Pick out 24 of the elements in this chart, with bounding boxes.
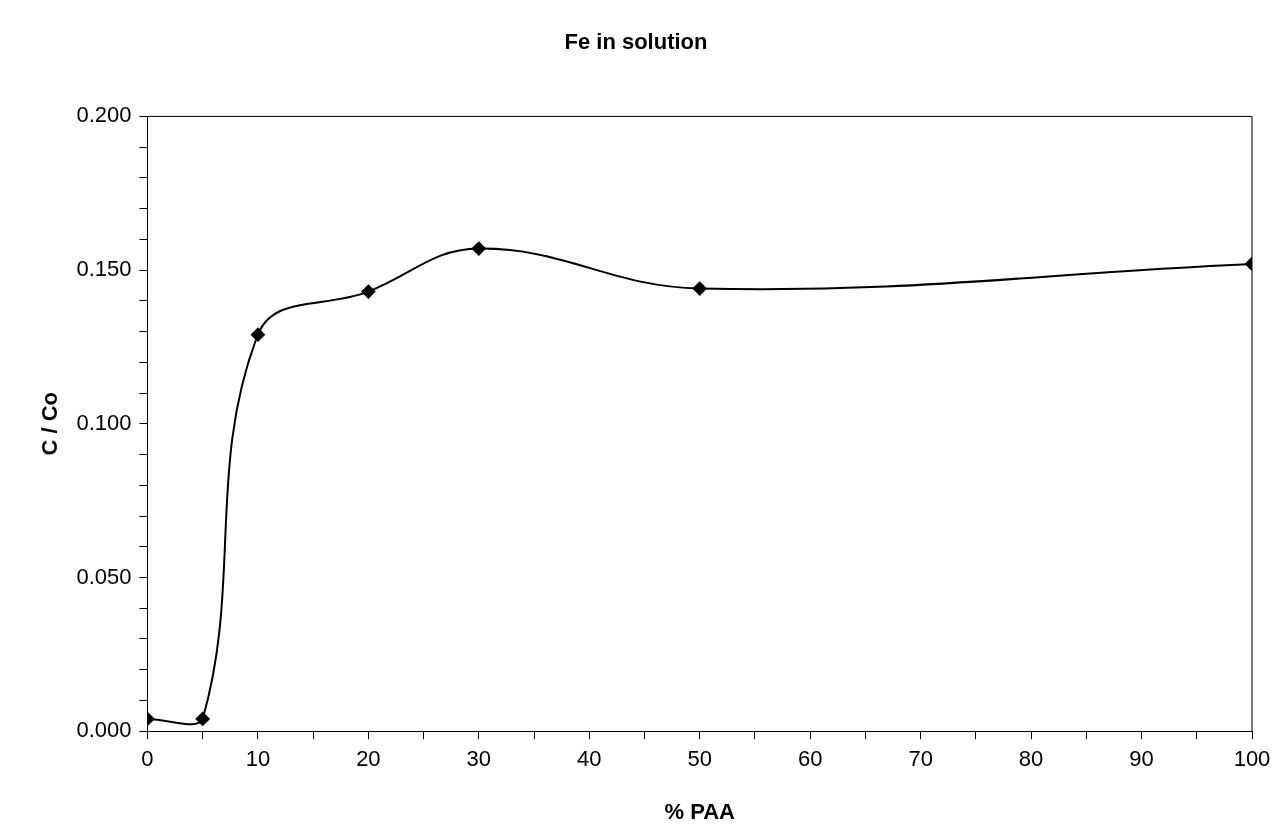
y-axis-title: C / Co xyxy=(37,392,63,456)
chart-title: Fe in solution xyxy=(564,29,708,55)
x-tick-label: 60 xyxy=(797,746,823,772)
x-tick-label: 80 xyxy=(1018,746,1044,772)
x-tick-label: 50 xyxy=(687,746,712,772)
point xyxy=(471,241,486,256)
x-tick-label: 40 xyxy=(577,746,602,772)
x-tick-label: 90 xyxy=(1129,746,1154,772)
x-tick-label: 30 xyxy=(466,746,492,772)
y-tick-label: 0.200 xyxy=(76,102,132,128)
x-tick-label: 0 xyxy=(141,746,154,772)
x-axis-title: % PAA xyxy=(664,798,736,824)
x-tick-label: 70 xyxy=(908,746,933,772)
point xyxy=(361,284,376,299)
y-tick-label: 0.150 xyxy=(76,256,132,282)
x-tick-label: 10 xyxy=(245,746,271,772)
y-tick-label: 0.050 xyxy=(76,563,132,589)
x-tick-label: 100 xyxy=(1233,746,1271,772)
x-tick-label: 20 xyxy=(356,746,381,772)
point xyxy=(250,327,265,342)
y-tick-label: 0.100 xyxy=(76,409,132,435)
y-tick-label: 0.000 xyxy=(76,717,132,743)
point xyxy=(692,281,707,296)
point xyxy=(195,711,210,726)
